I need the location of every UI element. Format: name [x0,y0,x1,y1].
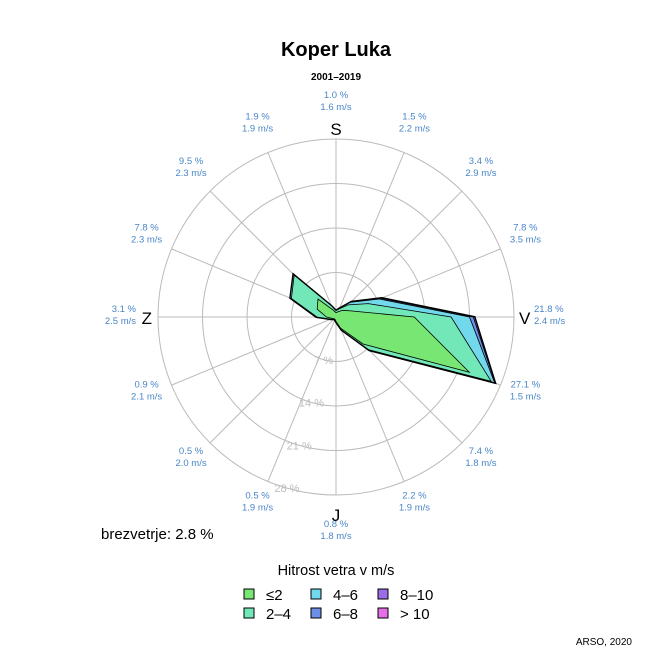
direction-labels: 1.0 %1.6 m/s 1.5 %2.2 m/s 3.4 %2.9 m/s 7.8 … [105,90,566,542]
direction-speed-label: 1.8 m/s [320,531,351,542]
grid-spoke [335,190,463,318]
direction-pct-label: 0.9 % [134,379,159,390]
direction-speed-label: 1.9 m/s [242,502,273,513]
direction-pct-label: 0.5 % [245,490,270,501]
calm-percentage: brezvetrje: 2.8 % [101,526,214,543]
direction-speed-label: 3.5 m/s [510,235,541,246]
direction-speed-label: 2.5 m/s [105,316,136,327]
direction-speed-label: 1.8 m/s [465,458,496,469]
legend-swatch [310,607,322,619]
grid-spoke [335,316,405,482]
credit: ARSO, 2020 [576,637,633,648]
direction-speed-label: 2.9 m/s [465,168,496,179]
direction-speed-label: 1.9 m/s [399,502,430,513]
grid-spoke [209,316,337,444]
legend-label: > 10 [400,606,430,623]
radial-tick-label: 14 % [299,398,324,410]
legend-label: ≤2 [266,587,283,604]
direction-pct-label: 0.8 % [324,519,349,530]
radial-tick-label: 21 % [287,440,312,452]
direction-pct-label: 27.1 % [511,379,541,390]
grid-spoke [171,316,337,386]
radial-tick-label: 7 % [314,355,333,367]
direction-pct-label: 1.5 % [402,112,427,123]
chart-title: Koper Luka [281,39,392,61]
legend-label: 6–8 [333,606,358,623]
direction-pct-label: 7.4 % [469,446,494,457]
direction-pct-label: 1.9 % [245,112,270,123]
direction-speed-label: 2.3 m/s [131,235,162,246]
direction-pct-label: 21.8 % [534,304,564,315]
legend: ≤2 2–4 4–6 6–8 8–10 > 10 [243,587,433,623]
legend-label: 4–6 [333,587,358,604]
cardinal-south: J [332,506,341,525]
grid-spoke [267,152,337,318]
direction-pct-label: 2.2 % [402,490,427,501]
direction-pct-label: 7.8 % [134,223,159,234]
cardinal-west: Z [142,309,152,328]
direction-speed-label: 2.4 m/s [534,316,565,327]
direction-speed-label: 2.0 m/s [175,458,206,469]
direction-pct-label: 3.4 % [469,156,494,167]
petal-class-1 [316,298,471,373]
direction-speed-label: 2.1 m/s [131,391,162,402]
wind-petals [289,272,497,385]
direction-pct-label: 9.5 % [179,156,204,167]
legend-title: Hitrost vetra v m/s [278,563,395,579]
legend-label: 8–10 [400,587,433,604]
legend-swatch [310,588,322,600]
direction-pct-label: 1.0 % [324,90,349,101]
direction-speed-label: 1.5 m/s [510,391,541,402]
grid-spoke [267,316,337,482]
chart-subtitle: 2001–2019 [311,72,361,83]
radial-tick-label: 28 % [274,483,299,495]
legend-label: 2–4 [266,606,291,623]
legend-swatch [243,607,255,619]
direction-speed-label: 2.3 m/s [175,168,206,179]
direction-pct-label: 3.1 % [112,304,137,315]
legend-swatch [243,588,255,600]
grid-spoke [335,152,405,318]
direction-speed-label: 1.9 m/s [242,124,273,135]
direction-speed-label: 2.2 m/s [399,124,430,135]
legend-swatch [377,588,389,600]
direction-speed-label: 1.6 m/s [320,102,351,113]
legend-swatch [377,607,389,619]
direction-pct-label: 7.8 % [513,223,538,234]
cardinal-north: S [330,120,341,139]
cardinal-east: V [519,309,531,328]
direction-pct-label: 0.5 % [179,446,204,457]
